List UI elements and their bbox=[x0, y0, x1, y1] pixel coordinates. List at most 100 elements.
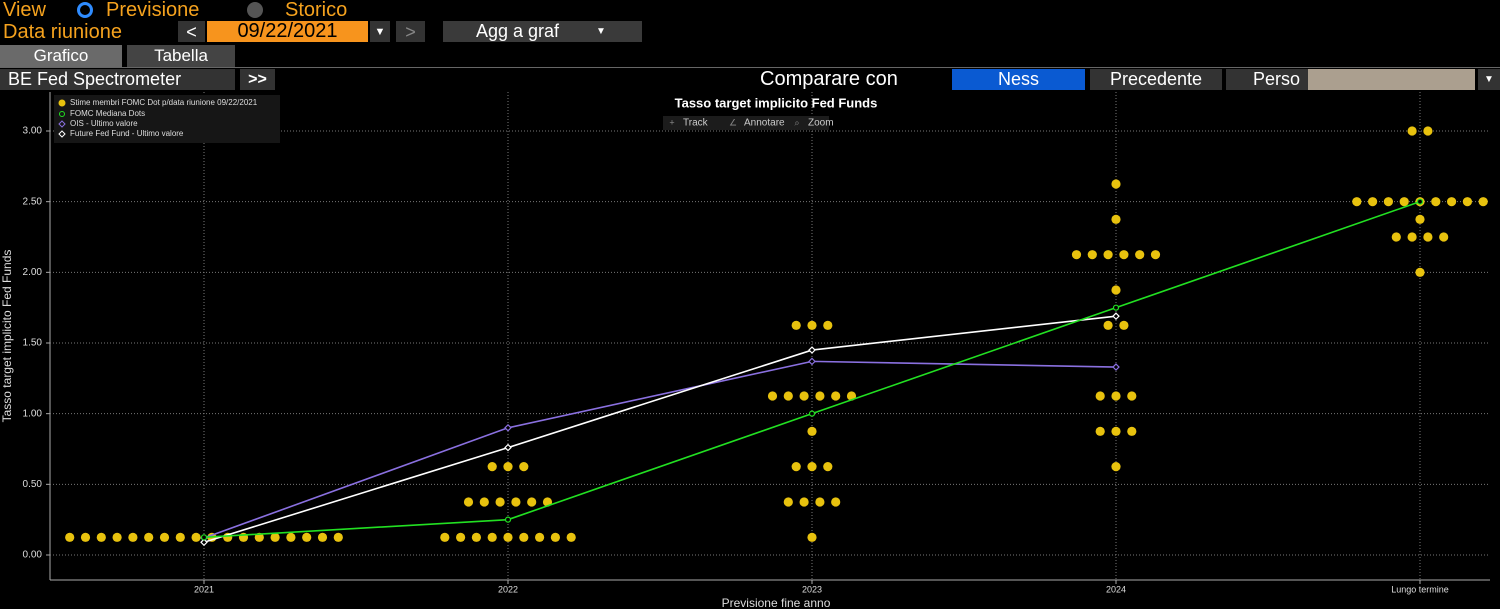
y-tick-label: 0.00 bbox=[23, 550, 43, 561]
dot bbox=[767, 391, 778, 401]
dot bbox=[519, 462, 529, 472]
line-marker bbox=[1112, 312, 1120, 320]
x-tick-label: 2021 bbox=[194, 584, 214, 594]
toolbar-item: Zoom bbox=[808, 118, 834, 129]
dot bbox=[80, 532, 91, 542]
custom-input[interactable] bbox=[1308, 69, 1475, 90]
dot bbox=[503, 532, 513, 542]
series-line bbox=[203, 315, 1117, 544]
compare-option-active[interactable]: Ness bbox=[952, 69, 1085, 90]
dot bbox=[1111, 391, 1121, 401]
series-line bbox=[203, 200, 1421, 539]
series-line bbox=[203, 360, 1117, 539]
legend-swatch bbox=[58, 130, 66, 138]
button-label: Agg a graf bbox=[476, 21, 560, 41]
legend-label: OIS - Ultimo valore bbox=[70, 119, 138, 128]
dot bbox=[144, 532, 154, 542]
chart-title: Tasso target implicito Fed Funds bbox=[675, 95, 878, 110]
line-marker bbox=[1112, 363, 1120, 371]
legend-label: FOMC Mediana Dots bbox=[70, 109, 145, 118]
radio-selected[interactable] bbox=[77, 2, 93, 18]
dot bbox=[1415, 214, 1425, 224]
panel-name: BE Fed Spectrometer bbox=[0, 69, 235, 90]
toolbar-item: Annotare bbox=[744, 118, 785, 129]
dot bbox=[1423, 232, 1433, 242]
dot bbox=[1111, 285, 1121, 295]
dot bbox=[1352, 197, 1362, 207]
toolbar-icon: + bbox=[669, 117, 674, 127]
compare-option[interactable]: Precedente bbox=[1090, 69, 1222, 90]
dot bbox=[159, 532, 170, 542]
dot bbox=[270, 532, 280, 542]
dot bbox=[783, 497, 793, 507]
dot bbox=[1135, 250, 1145, 260]
input-dropdown[interactable]: ▼ bbox=[1478, 69, 1500, 90]
dot bbox=[1415, 267, 1425, 277]
legend-label: Future Fed Fund - Ultimo valore bbox=[70, 129, 184, 138]
compare-option[interactable]: Perso bbox=[1226, 69, 1308, 90]
line-marker bbox=[200, 538, 208, 547]
y-tick-label: 1.50 bbox=[23, 338, 43, 349]
dot bbox=[1462, 197, 1472, 207]
line-marker bbox=[504, 443, 512, 452]
dot bbox=[1119, 320, 1129, 330]
legend-swatch bbox=[59, 111, 65, 117]
date-field[interactable]: 09/22/2021 bbox=[207, 21, 368, 42]
dot bbox=[823, 462, 833, 472]
dot bbox=[1407, 126, 1417, 136]
tab[interactable]: Tabella bbox=[127, 45, 235, 67]
toolbar bbox=[663, 116, 829, 130]
dot bbox=[1478, 197, 1488, 207]
dot bbox=[302, 532, 312, 542]
radio-label[interactable]: Storico bbox=[285, 0, 348, 20]
legend-swatch bbox=[58, 120, 66, 128]
line-marker bbox=[1416, 198, 1424, 205]
view-label: View bbox=[3, 0, 46, 20]
dot bbox=[191, 532, 201, 542]
expand-button[interactable]: >> bbox=[240, 69, 275, 90]
dot bbox=[286, 532, 296, 542]
y-tick-label: 3.00 bbox=[23, 126, 43, 137]
dot bbox=[65, 532, 75, 542]
dot bbox=[807, 532, 817, 542]
chart-button[interactable]: Agg a graf ▼ bbox=[443, 21, 642, 42]
y-tick-label: 0.50 bbox=[23, 479, 43, 490]
y-axis-label: Tasso target implicito Fed Funds bbox=[0, 250, 14, 423]
dot bbox=[471, 532, 481, 542]
dot bbox=[831, 497, 841, 507]
radio-label[interactable]: Previsione bbox=[106, 0, 200, 20]
dot bbox=[1439, 232, 1449, 242]
dot bbox=[1399, 197, 1409, 207]
dot bbox=[96, 532, 106, 542]
compare-label: Comparare con bbox=[760, 69, 898, 90]
dot bbox=[487, 462, 497, 472]
dot bbox=[519, 532, 529, 542]
dot bbox=[807, 426, 817, 436]
dot bbox=[535, 532, 545, 542]
dot bbox=[511, 497, 521, 507]
toolbar-item: Track bbox=[683, 118, 709, 129]
dot bbox=[1111, 179, 1121, 189]
tab-active[interactable]: Grafico bbox=[0, 45, 122, 67]
dot bbox=[831, 391, 841, 401]
dot bbox=[487, 532, 497, 542]
dot bbox=[1103, 320, 1113, 330]
y-tick-label: 2.50 bbox=[23, 196, 43, 207]
dot bbox=[1447, 197, 1457, 207]
dot bbox=[479, 497, 489, 507]
dot bbox=[807, 320, 817, 330]
dot bbox=[815, 391, 825, 401]
dot bbox=[1423, 126, 1433, 136]
dot bbox=[503, 462, 513, 472]
radio[interactable] bbox=[247, 2, 263, 18]
dot bbox=[1407, 232, 1417, 242]
legend-box bbox=[54, 95, 280, 143]
x-tick-label: 2024 bbox=[1106, 584, 1126, 594]
line-marker bbox=[808, 357, 816, 366]
date-dropdown[interactable]: ▼ bbox=[370, 21, 390, 42]
prev-button[interactable]: < bbox=[178, 21, 205, 42]
date-label: Data riunione bbox=[3, 22, 122, 42]
next-button[interactable]: > bbox=[396, 21, 425, 42]
